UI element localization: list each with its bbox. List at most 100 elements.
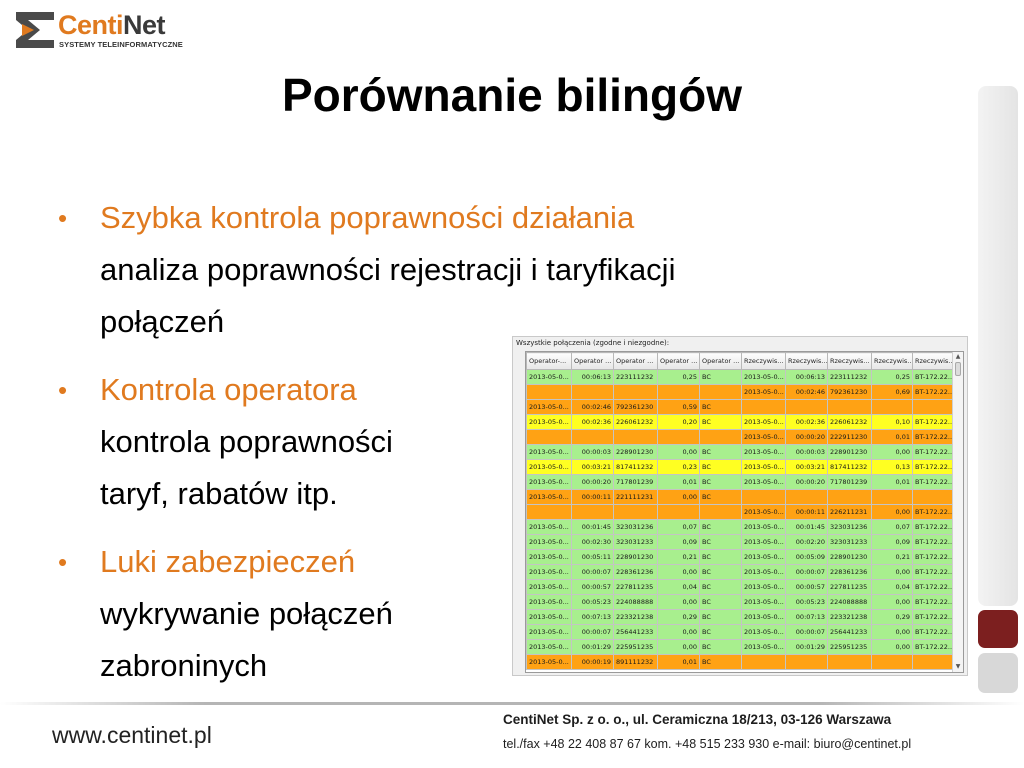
table-cell: 817411232 <box>827 459 872 475</box>
table-cell: BT-172.22... <box>912 459 955 475</box>
table-cell <box>657 384 700 400</box>
table-row[interactable]: 2013-05-0... 00:01:45 323031236 0,07 BC 2013-… <box>526 519 955 535</box>
table-cell: 221111231 <box>613 489 658 505</box>
table-cell <box>785 489 828 505</box>
bullet-text: taryf, rabatów itp. <box>100 476 338 511</box>
column-header[interactable]: Operator ... <box>657 352 700 370</box>
table-cell: 2013-05-0... <box>526 459 572 475</box>
table-row[interactable]: 2013-05-0... 00:00:20 222911230 0,01 BT-172.… <box>526 429 955 445</box>
table-cell: BT-172.22... <box>912 369 955 385</box>
table-cell: BC <box>699 564 742 580</box>
table-cell: 0,00 <box>871 444 913 460</box>
scroll-up-arrow-icon[interactable]: ▲ <box>955 353 961 360</box>
table-row[interactable]: 2013-05-0... 00:01:29 225951235 0,00 BC 2013-… <box>526 639 955 655</box>
scroll-down-arrow-icon[interactable]: ▼ <box>955 663 961 670</box>
bullet-dot-icon: • <box>58 547 68 577</box>
table-cell: 0,00 <box>871 624 913 640</box>
table-row[interactable]: 2013-05-0... 00:02:36 226061232 0,20 BC 2013-… <box>526 414 955 430</box>
column-header[interactable]: Rzeczywis... <box>871 352 913 370</box>
table-row[interactable]: 2013-05-0... 00:00:20 717801239 0,01 BC 2013-… <box>526 474 955 490</box>
column-header[interactable]: Rzeczywis... <box>785 352 828 370</box>
table-cell <box>741 399 786 415</box>
table-row[interactable]: 2013-05-0... 00:00:19 891111232 0,01 BC <box>526 654 955 670</box>
table-row[interactable]: 2013-05-0... 00:00:07 256441233 0,00 BC 2013-… <box>526 624 955 640</box>
table-cell: 256441233 <box>613 624 658 640</box>
table-cell: 2013-05-0... <box>741 429 786 445</box>
table-row[interactable]: 2013-05-0... 00:00:11 221111231 0,00 BC <box>526 489 955 505</box>
table-cell: 2013-05-0... <box>741 414 786 430</box>
table-cell: 0,00 <box>871 594 913 610</box>
column-header[interactable]: Operator ... <box>613 352 658 370</box>
logo-wordmark: CentiNet <box>58 10 166 40</box>
table-cell: BT-172.22... <box>912 534 955 550</box>
table-cell: 0,01 <box>657 474 700 490</box>
table-cell: 0,00 <box>871 504 913 520</box>
table-cell: 00:00:07 <box>571 564 614 580</box>
table-cell: BC <box>699 369 742 385</box>
table-cell <box>827 654 872 670</box>
table-cell: 2013-05-0... <box>741 624 786 640</box>
table-cell: 0,00 <box>657 564 700 580</box>
table-row[interactable]: 2013-05-0... 00:00:11 226211231 0,00 BT-172.… <box>526 504 955 520</box>
table-row[interactable]: 2013-05-0... 00:00:57 227811235 0,04 BC 2013-… <box>526 579 955 595</box>
table-row[interactable]: 2013-05-0... 00:05:23 224088888 0,00 BC 2013-… <box>526 594 955 610</box>
table-cell: 0,07 <box>871 519 913 535</box>
column-header[interactable]: Operator ... <box>699 352 742 370</box>
table-cell: BT-172.22... <box>912 609 955 625</box>
table-cell: 0,29 <box>657 609 700 625</box>
table-row[interactable]: 2013-05-0... 00:02:30 323031233 0,09 BC 2013-… <box>526 534 955 550</box>
table-cell: 2013-05-0... <box>741 369 786 385</box>
table-cell <box>912 654 955 670</box>
vertical-scrollbar[interactable]: ▲ ▼ <box>952 352 963 672</box>
column-header[interactable]: Operator-... <box>526 352 572 370</box>
table-cell: BT-172.22... <box>912 429 955 445</box>
bullet-text: analiza poprawności rejestracji i taryfi… <box>100 252 676 287</box>
table-cell: 227811235 <box>827 579 872 595</box>
table-cell: 00:00:20 <box>785 474 828 490</box>
table-row[interactable]: 2013-05-0... 00:05:11 228901230 0,21 BC 2013-… <box>526 549 955 565</box>
table-row[interactable]: 2013-05-0... 00:06:13 223111232 0,25 BC 2013-… <box>526 369 955 385</box>
table-cell: 00:00:07 <box>785 564 828 580</box>
table-cell <box>827 489 872 505</box>
bullet-text: wykrywanie połączeń <box>100 596 393 631</box>
table-cell: 00:07:13 <box>571 609 614 625</box>
table-cell: 00:03:21 <box>571 459 614 475</box>
table-cell: BT-172.22... <box>912 444 955 460</box>
table-cell: 0,21 <box>657 549 700 565</box>
billing-comparison-grid: Wszystkie połączenia (zgodne i niezgodne… <box>512 336 968 676</box>
table-cell: 2013-05-0... <box>526 564 572 580</box>
logo-subtitle: SYSTEMY TELEINFORMATYCZNE <box>59 40 183 49</box>
table-cell: 323031233 <box>827 534 872 550</box>
table-cell: 00:06:13 <box>571 369 614 385</box>
table-cell: 00:00:11 <box>571 489 614 505</box>
column-header[interactable]: Rzeczywis... <box>912 352 955 370</box>
table-cell <box>526 504 572 520</box>
table-cell: 323031236 <box>827 519 872 535</box>
table-row[interactable]: 2013-05-0... 00:07:13 223321238 0,29 BC 2013-… <box>526 609 955 625</box>
table-cell: 00:02:30 <box>571 534 614 550</box>
column-header[interactable]: Rzeczywis... <box>827 352 872 370</box>
table-cell: 2013-05-0... <box>741 444 786 460</box>
table-cell: BT-172.22... <box>912 414 955 430</box>
table-cell: 00:00:07 <box>785 624 828 640</box>
side-decoration-gray-tab <box>978 653 1018 693</box>
table-row[interactable]: 2013-05-0... 00:02:46 792361230 0,69 BT-172.… <box>526 384 955 400</box>
table-cell: 2013-05-0... <box>526 444 572 460</box>
table-cell: 0,59 <box>657 399 700 415</box>
column-header[interactable]: Rzeczywis... <box>741 352 786 370</box>
table-cell: 0,21 <box>871 549 913 565</box>
table-cell: 0,23 <box>657 459 700 475</box>
table-cell: 226211231 <box>827 504 872 520</box>
table-cell <box>827 399 872 415</box>
table-cell: 2013-05-0... <box>741 609 786 625</box>
table-cell <box>699 429 742 445</box>
scroll-thumb[interactable] <box>955 362 961 376</box>
table-row[interactable]: 2013-05-0... 00:00:03 228901230 0,00 BC 2013-… <box>526 444 955 460</box>
table-row[interactable]: 2013-05-0... 00:00:07 228361236 0,00 BC 2013-… <box>526 564 955 580</box>
table-cell: 224088888 <box>827 594 872 610</box>
table-cell: 225951235 <box>613 639 658 655</box>
column-header[interactable]: Operator ... <box>571 352 614 370</box>
table-row[interactable]: 2013-05-0... 00:03:21 817411232 0,23 BC 2013-… <box>526 459 955 475</box>
bullet-heading: Kontrola operatora <box>100 372 357 407</box>
table-row[interactable]: 2013-05-0... 00:02:46 792361230 0,59 BC <box>526 399 955 415</box>
